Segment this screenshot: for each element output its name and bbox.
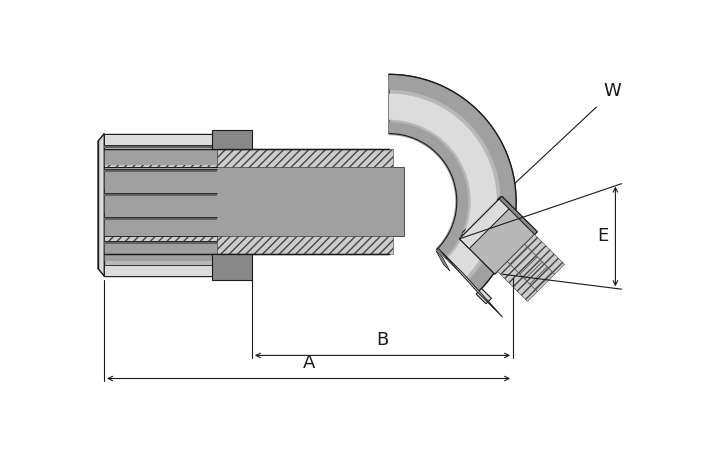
Polygon shape [104, 134, 217, 145]
Polygon shape [104, 149, 389, 163]
Polygon shape [104, 169, 217, 172]
Polygon shape [104, 169, 217, 189]
Polygon shape [104, 193, 217, 213]
Polygon shape [476, 288, 491, 304]
Polygon shape [104, 217, 217, 237]
Polygon shape [508, 244, 555, 292]
Text: A: A [302, 354, 315, 372]
Polygon shape [104, 241, 217, 244]
Polygon shape [104, 241, 217, 261]
Polygon shape [104, 134, 217, 149]
Polygon shape [104, 264, 217, 276]
Polygon shape [459, 196, 537, 274]
Polygon shape [217, 236, 393, 254]
Polygon shape [525, 235, 564, 274]
Polygon shape [104, 167, 404, 236]
Polygon shape [104, 217, 217, 219]
Polygon shape [499, 196, 537, 235]
Polygon shape [98, 134, 104, 276]
Polygon shape [104, 149, 389, 202]
Polygon shape [389, 75, 516, 291]
Polygon shape [389, 93, 497, 278]
Polygon shape [217, 149, 393, 167]
Text: W: W [604, 82, 622, 100]
Text: E: E [598, 228, 609, 245]
Polygon shape [104, 145, 217, 166]
Text: B: B [377, 331, 389, 349]
Polygon shape [212, 254, 252, 280]
Polygon shape [104, 149, 217, 167]
Polygon shape [436, 251, 450, 271]
Polygon shape [104, 193, 217, 196]
Polygon shape [389, 75, 516, 291]
Polygon shape [212, 130, 252, 149]
Polygon shape [459, 196, 512, 249]
Polygon shape [104, 236, 217, 254]
Polygon shape [498, 261, 537, 302]
Polygon shape [438, 248, 503, 317]
Polygon shape [104, 145, 217, 148]
Polygon shape [104, 134, 217, 276]
Polygon shape [389, 122, 468, 258]
Polygon shape [104, 202, 389, 254]
